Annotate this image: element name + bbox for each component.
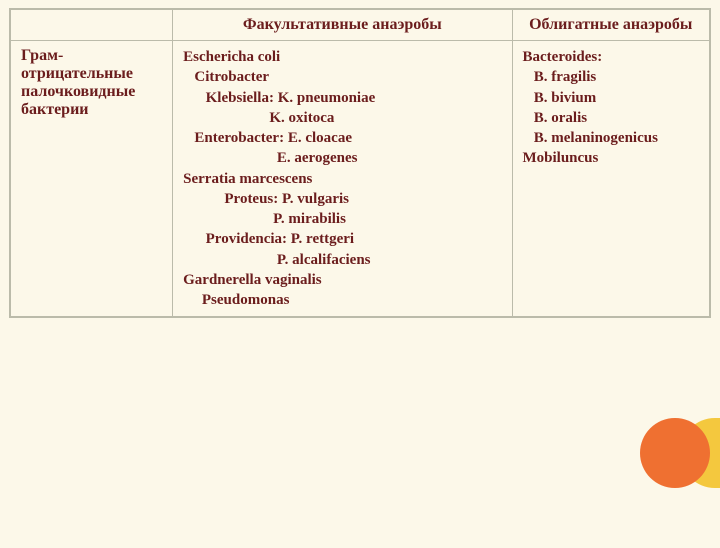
facultative-line: P. alcalifaciens [183, 250, 501, 270]
obligate-line: Bacteroides: [523, 47, 700, 67]
row-label-line1: Грам- [21, 47, 162, 65]
facultative-line: Serratia marcescens [183, 169, 501, 189]
facultative-line: Providencia: P. rettgeri [183, 229, 501, 249]
facultative-line: Pseudomonas [183, 290, 501, 310]
bacteria-table: Факультативные анаэробы Облигатные анаэр… [10, 9, 710, 317]
facultative-line: K. oxitoca [183, 108, 501, 128]
obligate-line: B. bivium [523, 88, 700, 108]
data-row: Грам- отрицательные палочковидные бактер… [11, 41, 710, 317]
facultative-line: P. mirabilis [183, 209, 501, 229]
row-label-line4: бактерии [21, 101, 162, 119]
row-label-line3: палочковидные [21, 83, 162, 101]
facultative-cell: Eschericha coli Citrobacter Klebsiella: … [173, 41, 512, 317]
decorative-circle [640, 418, 710, 488]
row-label-cell: Грам- отрицательные палочковидные бактер… [11, 41, 173, 317]
facultative-line: Klebsiella: K. pneumoniae [183, 88, 501, 108]
facultative-line: Gardnerella vaginalis [183, 270, 501, 290]
facultative-line: Citrobacter [183, 67, 501, 87]
obligate-line: B. oralis [523, 108, 700, 128]
facultative-line: Eschericha coli [183, 47, 501, 67]
header-obligate: Облигатные анаэробы [512, 10, 710, 41]
header-blank [11, 10, 173, 41]
bacteria-table-wrap: Факультативные анаэробы Облигатные анаэр… [9, 8, 711, 318]
obligate-line: B. fragilis [523, 67, 700, 87]
obligate-cell: Bacteroides: B. fragilis B. bivium B. or… [512, 41, 710, 317]
obligate-line: Mobiluncus [523, 148, 700, 168]
facultative-line: E. aerogenes [183, 148, 501, 168]
obligate-line: B. melaninogenicus [523, 128, 700, 148]
header-row: Факультативные анаэробы Облигатные анаэр… [11, 10, 710, 41]
row-label-line2: отрицательные [21, 65, 162, 83]
facultative-line: Enterobacter: E. cloacae [183, 128, 501, 148]
header-facultative: Факультативные анаэробы [173, 10, 512, 41]
facultative-line: Proteus: P. vulgaris [183, 189, 501, 209]
